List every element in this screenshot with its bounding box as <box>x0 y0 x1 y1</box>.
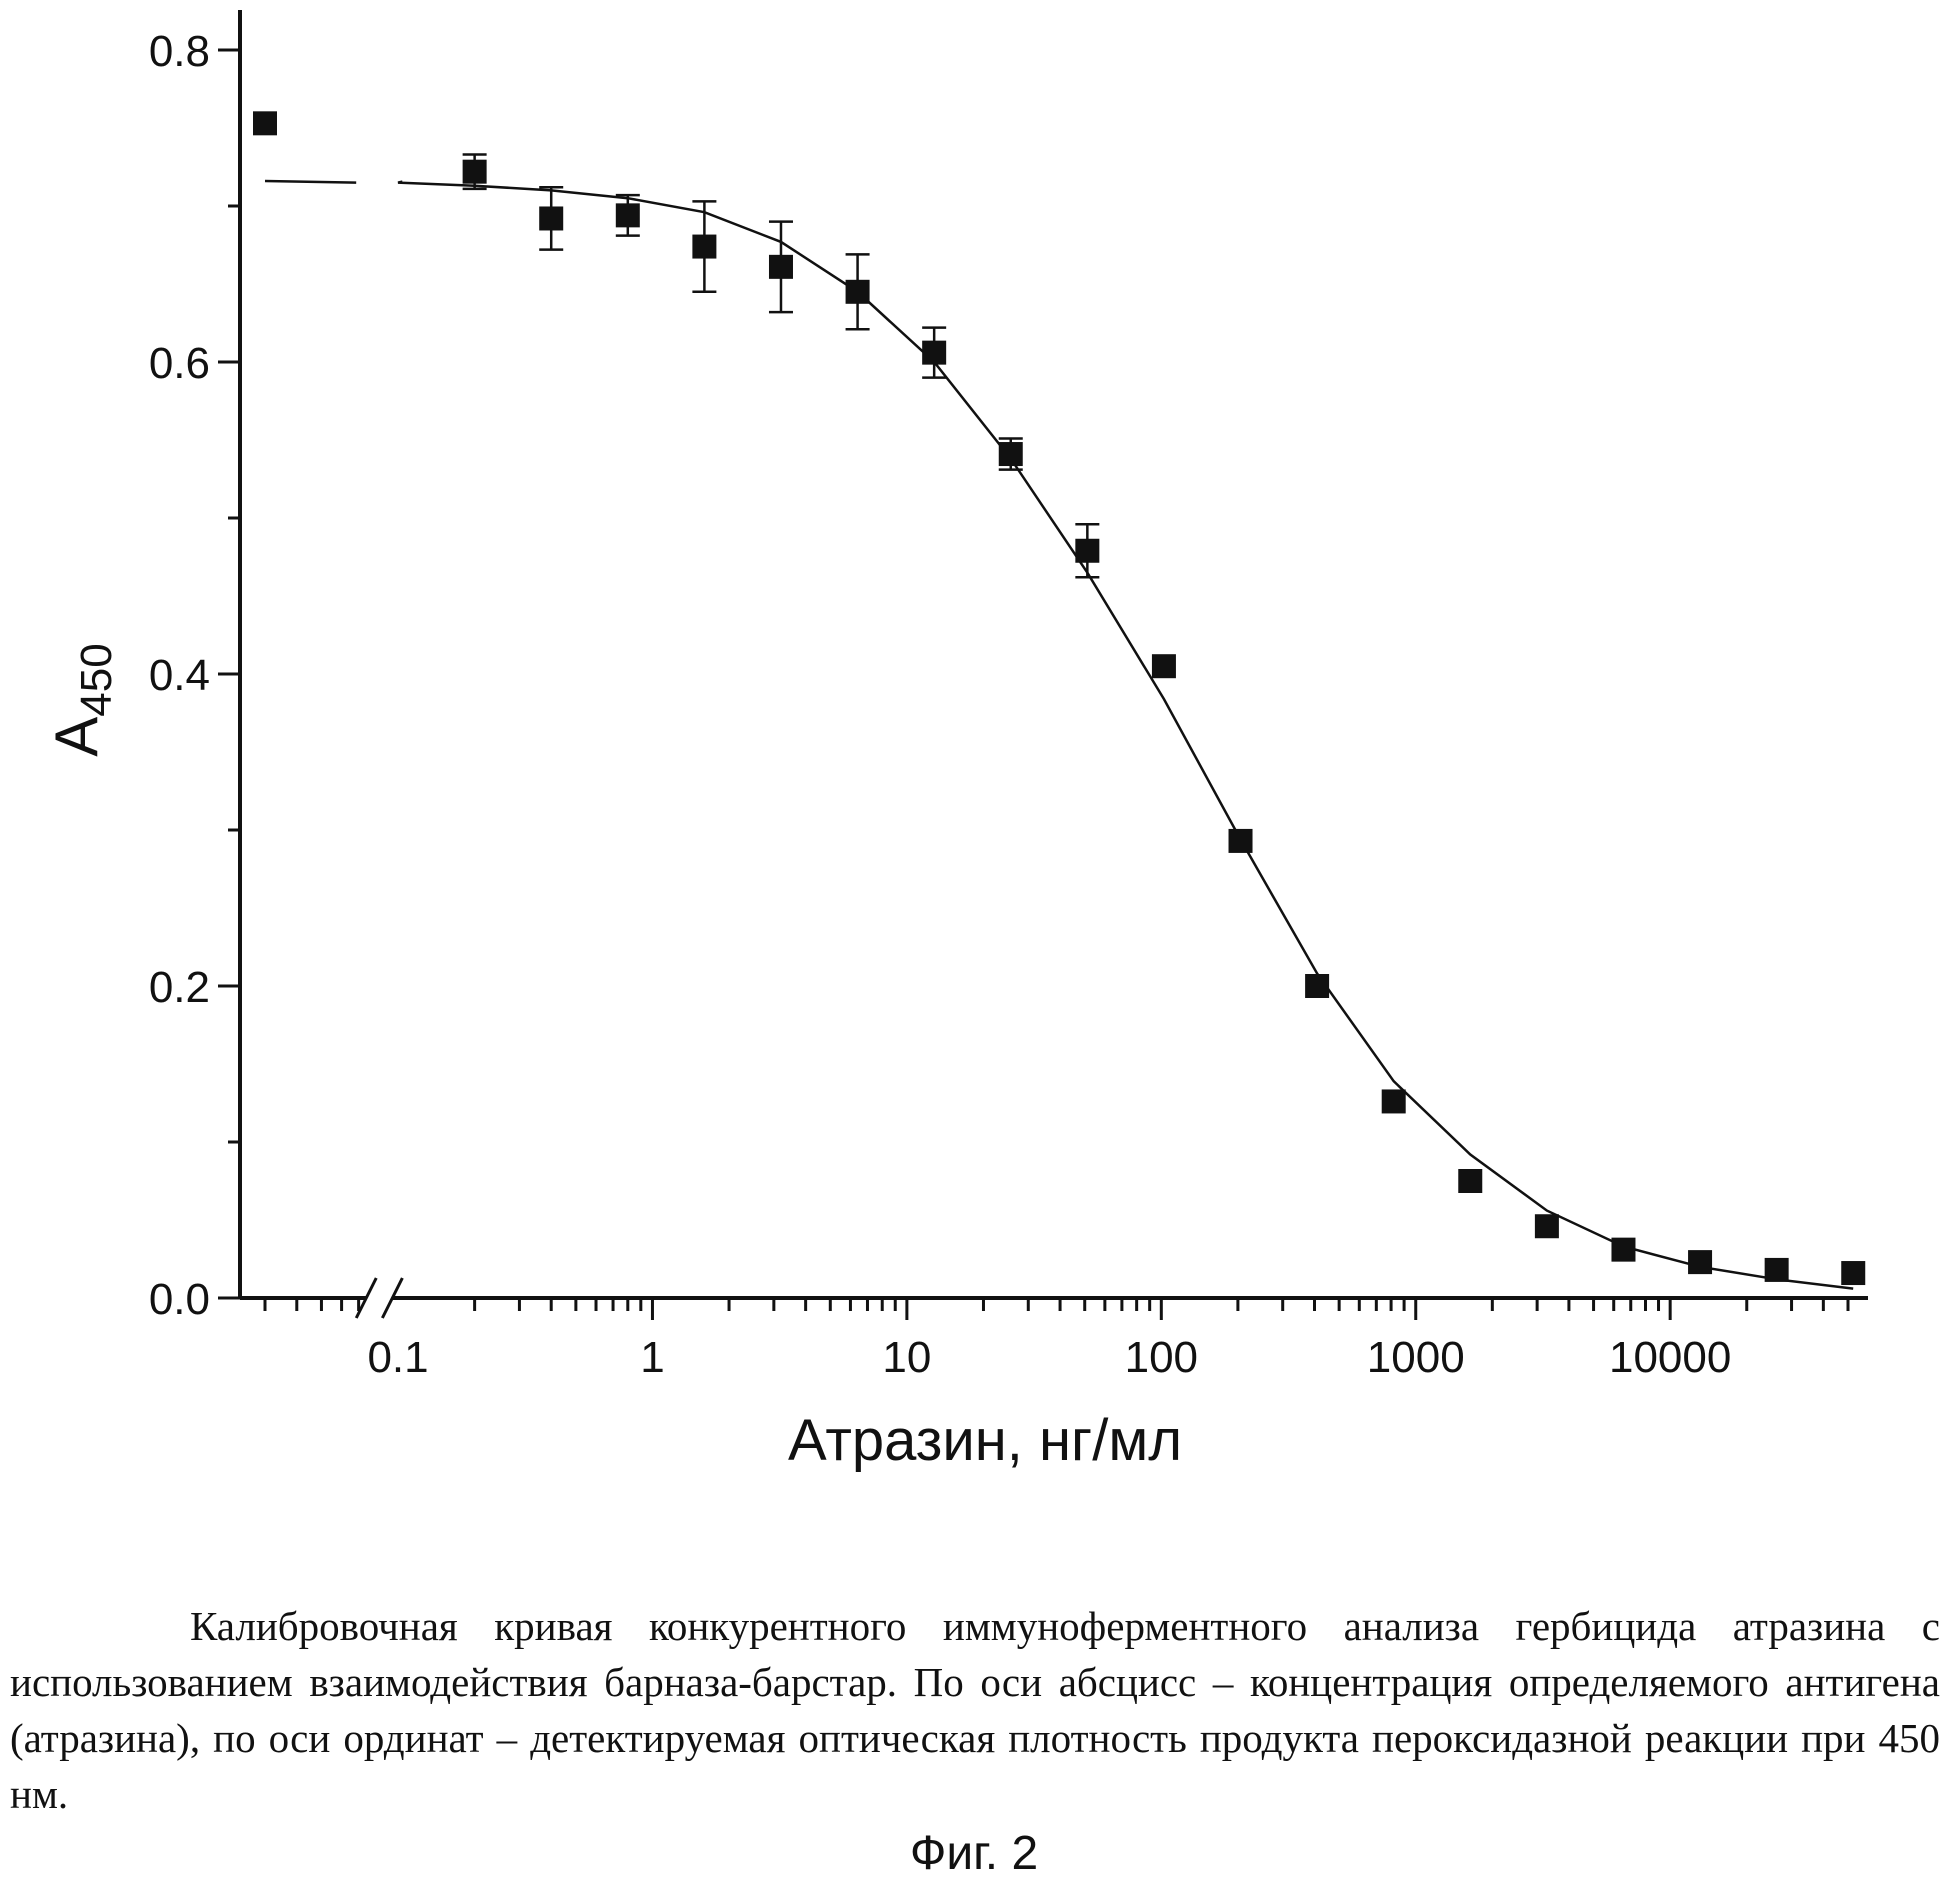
y-tick-label: 0.4 <box>149 651 210 700</box>
data-point <box>692 235 716 259</box>
data-point <box>1535 1214 1559 1238</box>
data-point <box>1458 1169 1482 1193</box>
figure-label: Фиг. 2 <box>0 1826 1948 1881</box>
data-points <box>253 111 1865 1285</box>
y-tick-label: 0.0 <box>149 1275 210 1324</box>
x-tick-label: 1 <box>640 1333 664 1382</box>
data-point <box>1765 1258 1789 1282</box>
x-tick-label: 0.1 <box>367 1333 428 1382</box>
x-axis-ticks: 0.1 1 10 100 1000 10000 <box>265 1298 1848 1382</box>
data-point <box>1075 539 1099 563</box>
data-point <box>922 341 946 365</box>
y-axis-ticks: 0.0 0.2 0.4 0.6 0.8 <box>149 27 240 1324</box>
data-point <box>1229 829 1253 853</box>
y-axis-label-main: A <box>43 717 110 757</box>
data-point <box>999 442 1023 466</box>
data-point <box>1152 654 1176 678</box>
y-axis-label: A450 <box>43 643 121 756</box>
y-axis-label-sub: 450 <box>72 643 121 716</box>
data-point <box>1688 1250 1712 1274</box>
x-tick-label: 10000 <box>1609 1333 1731 1382</box>
figure-caption: Калибровочная кривая конкурентного иммун… <box>10 1598 1940 1822</box>
svg-text:A450: A450 <box>43 643 121 756</box>
y-tick-label: 0.2 <box>149 963 210 1012</box>
y-tick-label: 0.8 <box>149 27 210 76</box>
axes <box>240 10 1868 1318</box>
data-point <box>463 160 487 184</box>
x-tick-label: 1000 <box>1367 1333 1465 1382</box>
data-point <box>253 111 277 135</box>
data-point <box>1305 974 1329 998</box>
x-axis-label: Атразин, нг/мл <box>788 1408 1182 1473</box>
data-point <box>616 203 640 227</box>
x-tick-label: 10 <box>882 1333 931 1382</box>
fit-curve <box>265 181 1853 1289</box>
data-point <box>1611 1238 1635 1262</box>
data-point <box>539 206 563 230</box>
x-tick-label: 100 <box>1125 1333 1198 1382</box>
calibration-chart: 0.0 0.2 0.4 0.6 0.8 0.1 1 10 100 1000 10000 Атраз… <box>0 0 1948 1590</box>
data-point <box>1382 1089 1406 1113</box>
y-tick-label: 0.6 <box>149 339 210 388</box>
data-point <box>769 255 793 279</box>
data-point <box>846 280 870 304</box>
data-point <box>1841 1261 1865 1285</box>
